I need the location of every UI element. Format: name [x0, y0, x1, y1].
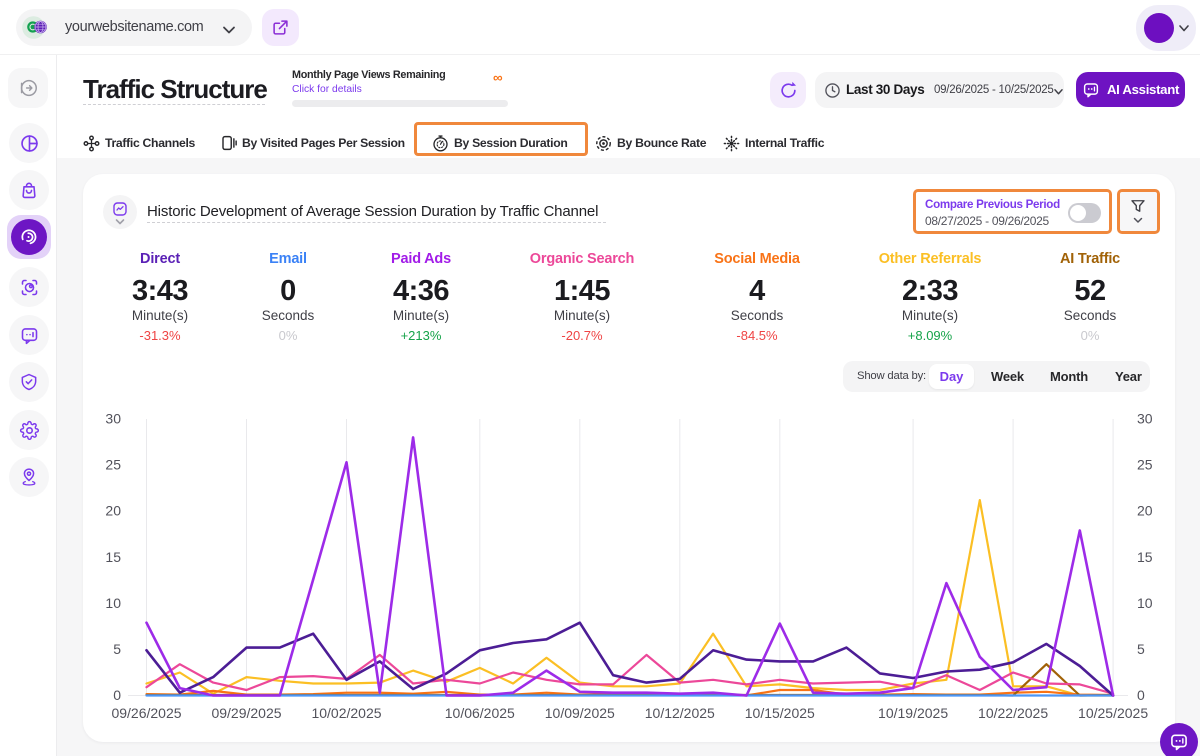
svg-text:09/29/2025: 09/29/2025: [211, 705, 281, 721]
svg-text:10/12/2025: 10/12/2025: [645, 705, 715, 721]
svg-text:10/22/2025: 10/22/2025: [978, 705, 1048, 721]
svg-text:15: 15: [1137, 549, 1153, 565]
svg-text:09/26/2025: 09/26/2025: [111, 705, 181, 721]
svg-text:5: 5: [1137, 641, 1145, 657]
svg-text:0: 0: [113, 687, 121, 703]
svg-text:10/19/2025: 10/19/2025: [878, 705, 948, 721]
svg-text:5: 5: [113, 641, 121, 657]
svg-text:10: 10: [105, 595, 121, 611]
svg-text:25: 25: [1137, 457, 1153, 473]
svg-text:10/06/2025: 10/06/2025: [445, 705, 515, 721]
svg-text:0: 0: [1137, 687, 1145, 703]
svg-text:10/15/2025: 10/15/2025: [745, 705, 815, 721]
svg-text:20: 20: [1137, 503, 1153, 519]
svg-text:25: 25: [105, 457, 121, 473]
svg-text:15: 15: [105, 549, 121, 565]
svg-text:20: 20: [105, 503, 121, 519]
svg-text:30: 30: [105, 411, 121, 427]
svg-text:30: 30: [1137, 411, 1153, 427]
svg-text:10: 10: [1137, 595, 1153, 611]
svg-text:10/25/2025: 10/25/2025: [1078, 705, 1148, 721]
svg-text:10/02/2025: 10/02/2025: [311, 705, 381, 721]
svg-text:10/09/2025: 10/09/2025: [545, 705, 615, 721]
